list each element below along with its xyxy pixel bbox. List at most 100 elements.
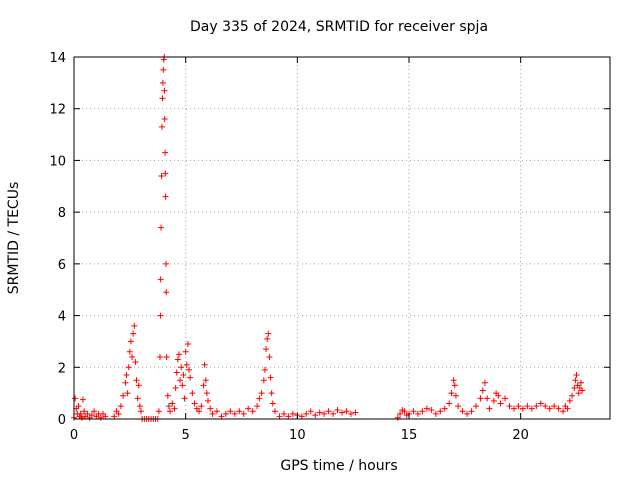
data-point	[115, 410, 122, 417]
data-point	[455, 403, 462, 410]
data-point	[186, 366, 193, 373]
data-point	[564, 405, 571, 412]
data-point	[451, 382, 458, 389]
data-point	[173, 369, 180, 376]
data-point	[213, 408, 220, 415]
data-point	[97, 414, 104, 421]
data-point	[468, 408, 475, 415]
data-point	[127, 338, 134, 345]
data-point	[263, 346, 270, 353]
data-point	[264, 335, 271, 342]
data-point	[452, 392, 459, 399]
data-point	[172, 384, 179, 391]
data-point	[163, 353, 170, 360]
data-point	[191, 400, 198, 407]
y-tick-label: 10	[49, 154, 66, 169]
data-point	[157, 276, 164, 283]
data-point	[464, 410, 471, 417]
data-point	[479, 387, 486, 394]
data-point	[162, 149, 169, 156]
data-point	[477, 395, 484, 402]
data-point	[502, 395, 509, 402]
data-point	[334, 406, 341, 413]
y-tick-label: 12	[49, 103, 66, 118]
data-point	[261, 366, 268, 373]
data-point	[157, 312, 164, 319]
y-tick-label: 0	[58, 413, 66, 428]
data-point	[117, 403, 124, 410]
data-point	[484, 395, 491, 402]
data-points	[71, 54, 586, 422]
data-point	[207, 405, 214, 412]
data-point	[249, 408, 256, 415]
data-point	[506, 403, 513, 410]
y-tick-label: 2	[58, 361, 66, 376]
data-point	[155, 408, 162, 415]
data-point	[256, 395, 263, 402]
data-point	[156, 353, 163, 360]
data-point	[280, 410, 287, 417]
data-point	[158, 224, 165, 231]
data-point	[423, 405, 430, 412]
data-point	[175, 351, 182, 358]
data-point	[566, 397, 573, 404]
data-point	[298, 413, 305, 420]
data-point	[130, 330, 137, 337]
data-point	[203, 390, 210, 397]
data-point	[330, 410, 337, 417]
data-point	[91, 408, 98, 415]
data-point	[158, 172, 165, 179]
data-point	[285, 413, 292, 420]
data-point	[222, 410, 229, 417]
data-point	[202, 377, 209, 384]
x-tick-label: 15	[401, 428, 418, 443]
data-point	[79, 396, 86, 403]
data-point	[542, 403, 549, 410]
data-point	[343, 408, 350, 415]
data-point	[77, 410, 84, 417]
x-axis-label: GPS time / hours	[280, 458, 397, 474]
data-point	[126, 348, 133, 355]
data-point	[181, 395, 188, 402]
data-point	[272, 408, 278, 415]
data-point	[161, 116, 168, 123]
data-point	[88, 412, 95, 419]
data-point	[450, 377, 457, 384]
chart-title: Day 335 of 2024, SRMTID for receiver spj…	[190, 19, 488, 35]
data-point	[200, 382, 207, 389]
data-point	[120, 392, 127, 399]
data-point	[136, 403, 143, 410]
data-point	[133, 377, 140, 384]
data-point	[198, 403, 205, 410]
data-point	[231, 410, 238, 417]
data-point	[410, 408, 417, 415]
data-point	[551, 403, 558, 410]
data-point	[265, 330, 272, 337]
data-point	[177, 377, 184, 384]
data-point	[428, 406, 435, 413]
data-point	[446, 400, 453, 407]
data-point	[138, 408, 144, 415]
data-point	[240, 410, 247, 417]
data-point	[481, 379, 488, 386]
data-point	[122, 379, 129, 386]
data-point	[560, 408, 567, 415]
data-point	[189, 390, 196, 397]
plot-frame	[73, 56, 611, 420]
data-point	[495, 392, 502, 399]
axis-ticks	[73, 56, 610, 420]
data-point	[123, 372, 130, 379]
data-point	[441, 405, 448, 412]
data-point	[571, 384, 578, 391]
data-point	[347, 410, 354, 417]
data-point	[533, 403, 540, 410]
data-point	[236, 408, 243, 415]
data-point	[161, 87, 168, 94]
data-point	[325, 408, 332, 415]
x-tick-label: 0	[70, 428, 78, 443]
data-point	[555, 405, 562, 412]
data-point	[158, 123, 165, 130]
data-point	[510, 405, 517, 412]
data-point	[276, 413, 283, 420]
